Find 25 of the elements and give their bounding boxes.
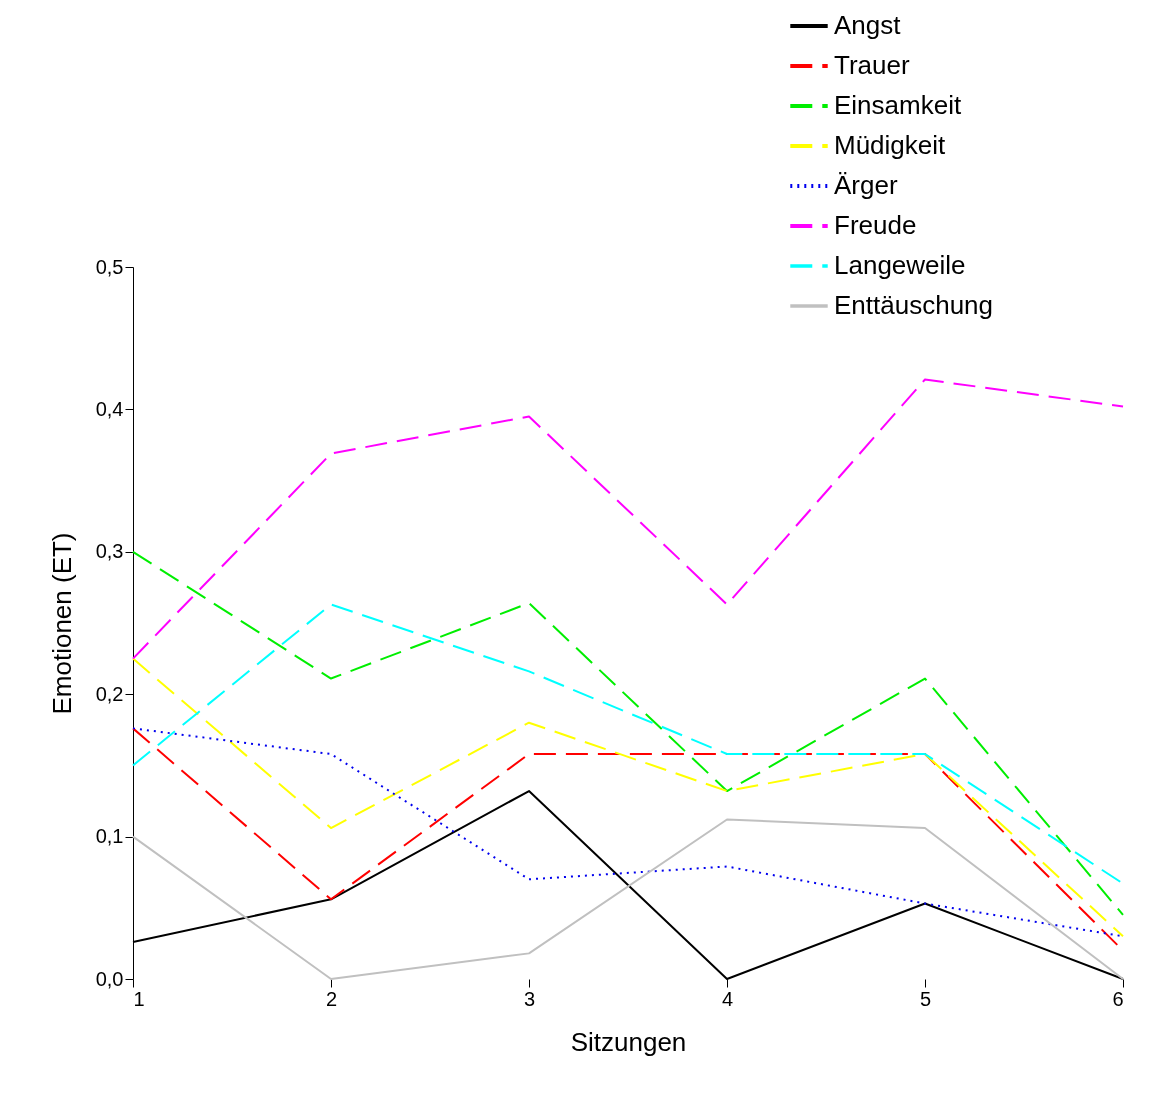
- line-series: [132, 378, 1124, 660]
- x-tick-label: 1: [133, 987, 145, 1010]
- y-tick-label: 0,1: [95, 825, 124, 848]
- legend-label: Angst: [834, 10, 902, 40]
- y-tick-label: 0,0: [95, 967, 124, 990]
- x-tick-label: 5: [919, 987, 932, 1010]
- x-tick-label: 2: [325, 987, 338, 1010]
- legend-label: Einsamkeit: [834, 90, 962, 120]
- x-tick-label: 4: [721, 987, 734, 1010]
- line-series: [132, 550, 1124, 916]
- x-tick-label: 6: [1112, 987, 1124, 1010]
- x-tick-label: 3: [523, 987, 536, 1010]
- legend-label: Langeweile: [834, 250, 966, 280]
- x-axis-title: Sitzungen: [570, 1026, 687, 1057]
- legend-label: Freude: [834, 210, 917, 240]
- legend-label: Müdigkeit: [834, 130, 947, 160]
- y-tick-label: 0,4: [95, 397, 124, 420]
- legend-label: Trauer: [834, 50, 910, 80]
- legend-label: Ärger: [834, 170, 898, 200]
- y-axis-title: Emotionen (ET): [46, 532, 77, 715]
- y-tick-label: 0,2: [95, 682, 124, 705]
- legend-label: Enttäuschung: [834, 290, 994, 320]
- y-tick-label: 0,5: [95, 255, 124, 278]
- y-tick-label: 0,3: [95, 540, 124, 563]
- line-series: [132, 657, 1124, 938]
